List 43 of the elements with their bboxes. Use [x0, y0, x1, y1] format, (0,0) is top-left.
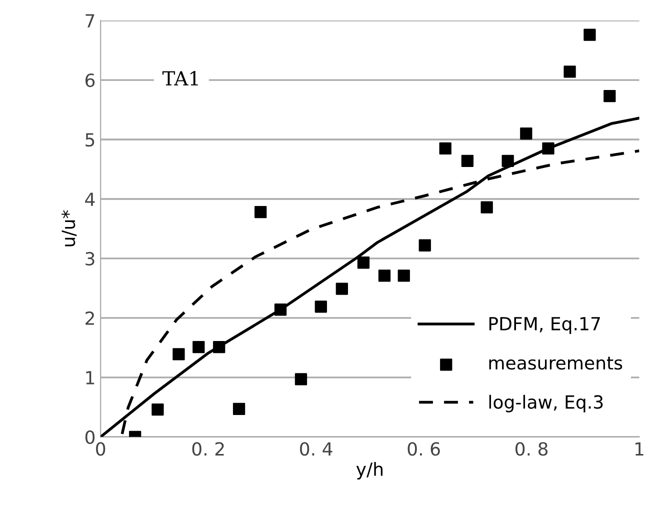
point [294, 373, 308, 386]
y-tick-label: 0 [85, 430, 95, 444]
point [480, 201, 493, 214]
point [192, 341, 205, 354]
y-axis-title: u/u* [62, 210, 77, 246]
point [336, 282, 348, 295]
point [520, 127, 532, 140]
y-tick-label: 7 [86, 14, 94, 28]
x-tick-label: 0. 2 [192, 442, 224, 456]
legend-label: log-law, Eq.3 [489, 394, 603, 412]
point [542, 142, 554, 155]
point [502, 154, 514, 167]
annotation: TA1 [162, 70, 198, 86]
point [274, 304, 287, 316]
x-tick-label: 0. 8 [515, 442, 548, 456]
x-tick-label: 0. 4 [300, 442, 332, 456]
x-tick-label: 0. 6 [408, 442, 440, 456]
point [418, 239, 431, 252]
point [439, 142, 452, 155]
point [314, 300, 327, 313]
point [152, 403, 164, 416]
point [604, 90, 616, 102]
x-tick-label: 0 [96, 442, 106, 456]
y-tick-label: 5 [86, 133, 94, 147]
y-tick-label: 2 [86, 311, 94, 325]
y-tick-label: 6 [86, 73, 95, 88]
x-tick-label: 1 [636, 442, 644, 456]
y-tick-label: 4 [85, 192, 95, 206]
point [213, 341, 226, 354]
y-tick-label: 1 [86, 371, 94, 384]
y-tick-label: 3 [86, 252, 94, 266]
point [357, 256, 370, 269]
point [232, 402, 246, 416]
point [398, 270, 410, 282]
legend-label: measurements [489, 356, 622, 370]
point [461, 154, 474, 167]
point [564, 66, 576, 78]
legend-label: PDFM, Eq.17 [489, 317, 600, 334]
point [378, 270, 391, 282]
point [584, 28, 596, 41]
point [254, 206, 267, 218]
x-axis-title: y/h [356, 462, 383, 480]
point [172, 348, 185, 360]
